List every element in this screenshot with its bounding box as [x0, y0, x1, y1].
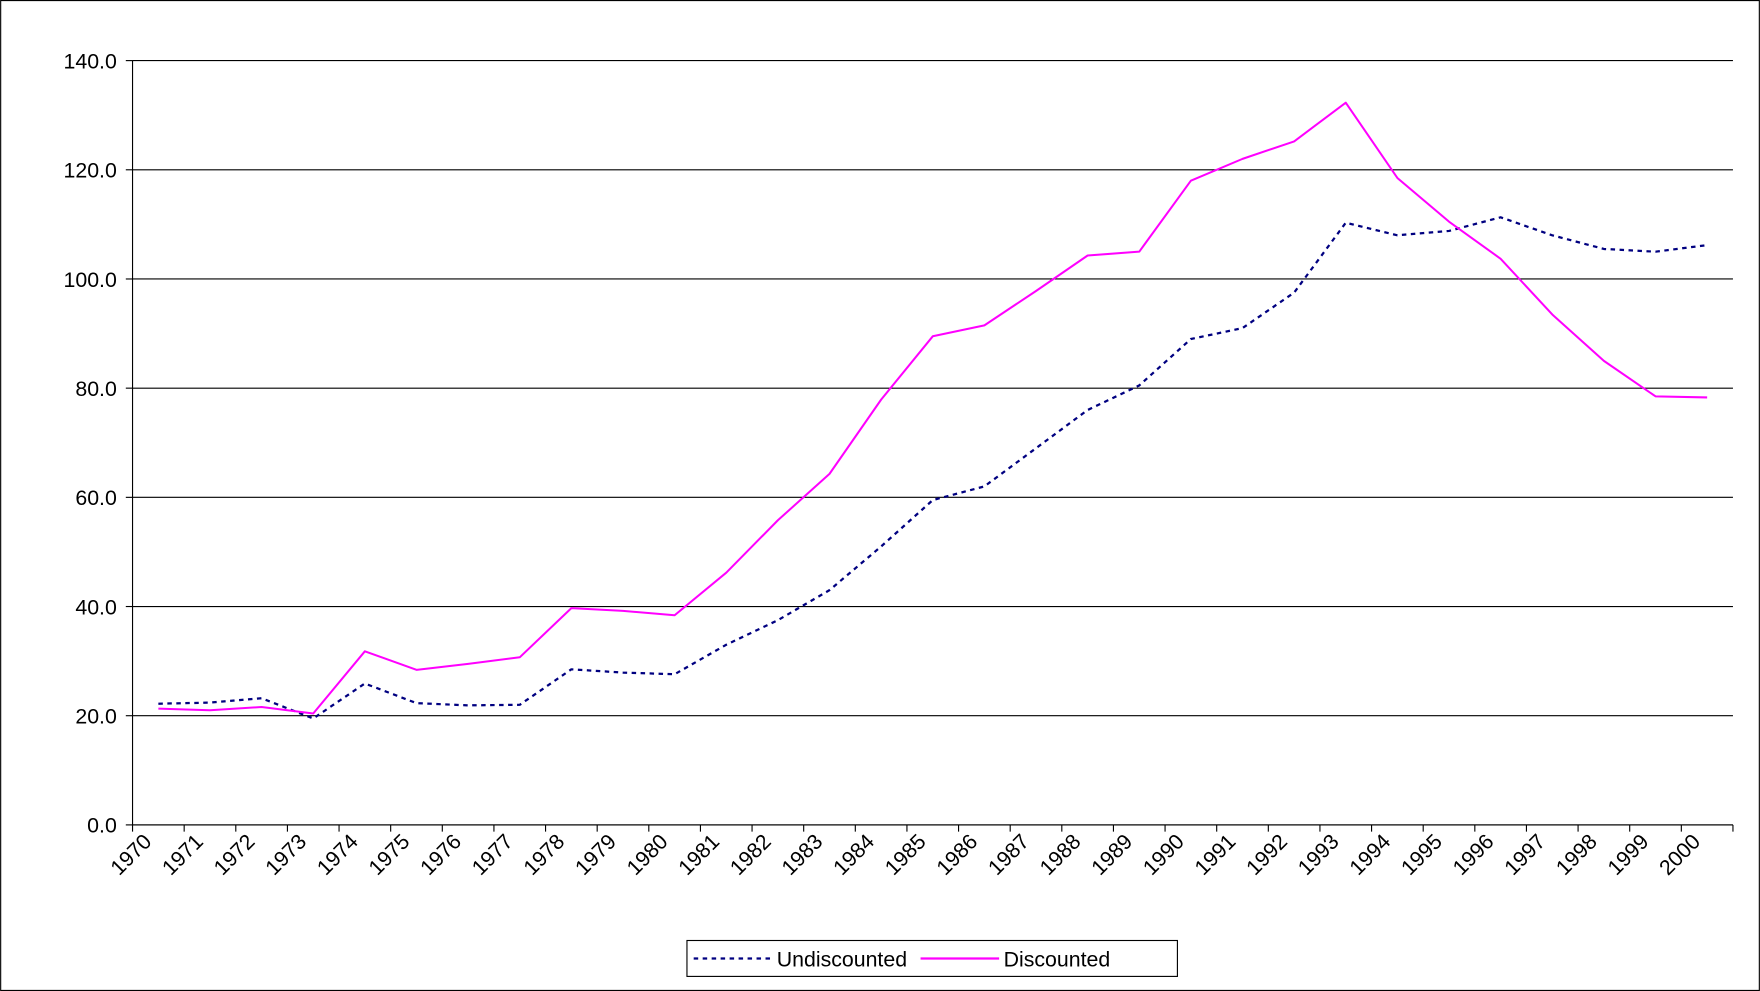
y-tick-label: 120.0 — [63, 159, 116, 183]
data-line — [158, 216, 1708, 720]
y-tick-label: 0.0 — [87, 814, 117, 838]
y-tick-label: 60.0 — [75, 486, 117, 510]
y-tick-label: 140.0 — [63, 49, 116, 73]
data-line — [158, 101, 1708, 715]
y-tick-label: 40.0 — [75, 595, 117, 619]
legend-label: Undiscounted — [777, 947, 907, 971]
legend: Undiscounted Discounted — [686, 939, 1178, 977]
y-tick-label: 20.0 — [75, 705, 117, 729]
y-tick-label: 80.0 — [75, 377, 117, 401]
y-tick-label: 100.0 — [63, 268, 116, 292]
legend-label: Discounted — [1004, 947, 1111, 971]
